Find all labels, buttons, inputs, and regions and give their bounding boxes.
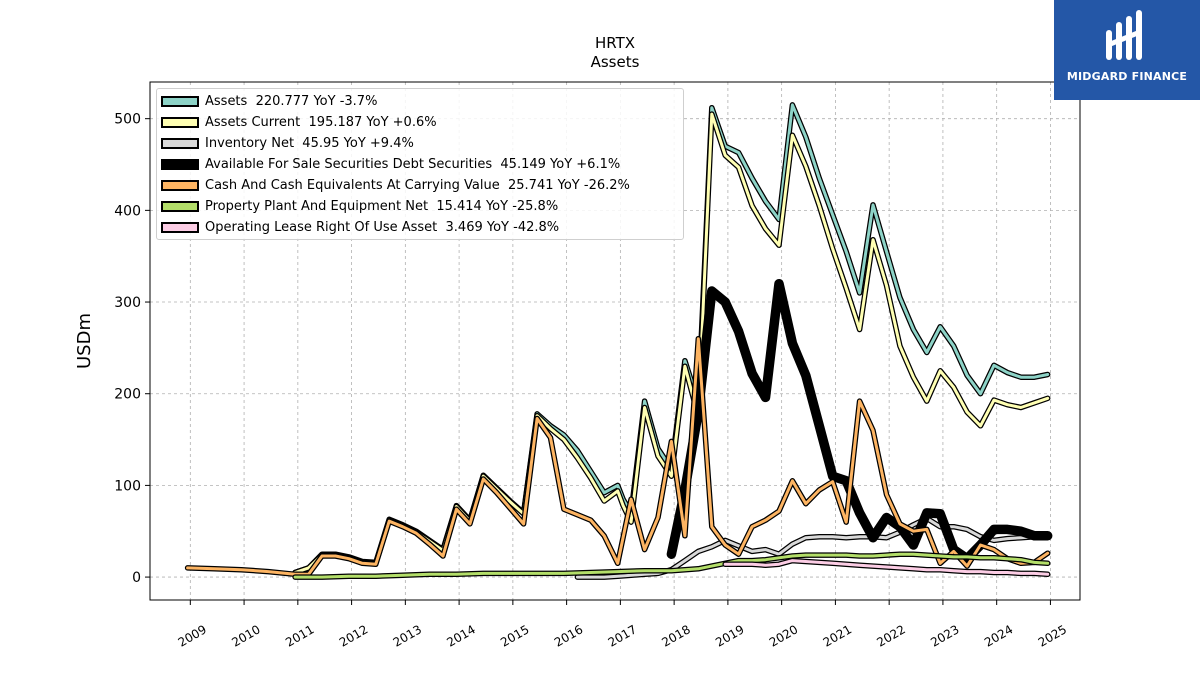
- x-tick-label: 2016: [552, 622, 585, 649]
- brand-name: MIDGARD FINANCE: [1066, 70, 1188, 83]
- x-tick-label: 2018: [659, 622, 692, 649]
- legend-item-ppe: Property Plant And Equipment Net 15.414 …: [161, 196, 558, 216]
- y-tick-label: 400: [114, 203, 141, 219]
- x-tick-label: 2025: [1036, 622, 1069, 649]
- brand-logo: MIDGARD FINANCE: [1054, 0, 1200, 100]
- plot-frame: [149, 81, 1081, 601]
- legend-item-assets-current: Assets Current 195.187 YoY +0.6%: [161, 112, 437, 132]
- x-tick-label: 2022: [874, 622, 907, 649]
- chart-subtitle: Assets: [591, 53, 640, 71]
- x-tick-label: 2023: [928, 622, 961, 649]
- x-tick-label: 2011: [283, 622, 316, 649]
- series-line: [186, 337, 1050, 576]
- legend-label: Operating Lease Right Of Use Asset 3.469…: [205, 219, 560, 235]
- legend-swatch: [161, 116, 199, 128]
- x-tick-label: 2024: [982, 622, 1015, 649]
- legend-item-inventory-net: Inventory Net 45.95 YoY +9.4%: [161, 133, 414, 153]
- legend-label: Property Plant And Equipment Net 15.414 …: [205, 198, 559, 214]
- brand-mark-icon: [1106, 10, 1142, 60]
- chart-title: HRTX: [595, 34, 635, 52]
- x-tick-label: 2009: [176, 622, 209, 649]
- y-axis-label: USDm: [74, 313, 95, 369]
- legend-swatch: [161, 137, 199, 149]
- x-tick-label: 2017: [606, 622, 639, 649]
- legend-swatch: [161, 221, 199, 233]
- legend-item-cash: Cash And Cash Equivalents At Carrying Va…: [161, 175, 630, 195]
- legend-label: Cash And Cash Equivalents At Carrying Va…: [205, 177, 630, 193]
- series-line: [723, 559, 1050, 576]
- x-tick-label: 2012: [337, 622, 370, 649]
- legend-label: Assets 220.777 YoY -3.7%: [205, 93, 378, 109]
- y-tick-label: 500: [114, 112, 141, 128]
- legend-item-assets: Assets 220.777 YoY -3.7%: [161, 91, 377, 111]
- y-tick-label: 200: [114, 387, 141, 403]
- x-tick-label: 2014: [444, 622, 477, 649]
- y-tick-label: 0: [132, 570, 141, 586]
- legend-item-operating-lease: Operating Lease Right Of Use Asset 3.469…: [161, 217, 559, 237]
- series-line: [293, 552, 1050, 579]
- legend-swatch: [161, 95, 199, 107]
- legend-label: Inventory Net 45.95 YoY +9.4%: [205, 135, 414, 151]
- x-tick-label: 2021: [821, 622, 854, 649]
- series-line: [575, 516, 1050, 579]
- x-tick-label: 2019: [713, 622, 746, 649]
- y-tick-label: 100: [114, 478, 141, 494]
- legend: Assets 220.777 YoY -3.7% Assets Current …: [156, 88, 684, 240]
- x-tick-label: 2010: [229, 622, 262, 649]
- legend-item-afs-securities: Available For Sale Securities Debt Secur…: [161, 154, 620, 174]
- x-tick-label: 2020: [767, 622, 800, 649]
- series-line: [667, 280, 1052, 563]
- y-tick-label: 300: [114, 295, 141, 311]
- legend-label: Assets Current 195.187 YoY +0.6%: [205, 114, 437, 130]
- x-tick-label: 2015: [498, 622, 531, 649]
- legend-label: Available For Sale Securities Debt Secur…: [205, 156, 621, 172]
- x-tick-label: 2013: [391, 622, 424, 649]
- series-layer: [184, 102, 1053, 580]
- legend-swatch: [161, 200, 199, 212]
- legend-swatch: [161, 179, 199, 191]
- legend-swatch: [161, 158, 199, 170]
